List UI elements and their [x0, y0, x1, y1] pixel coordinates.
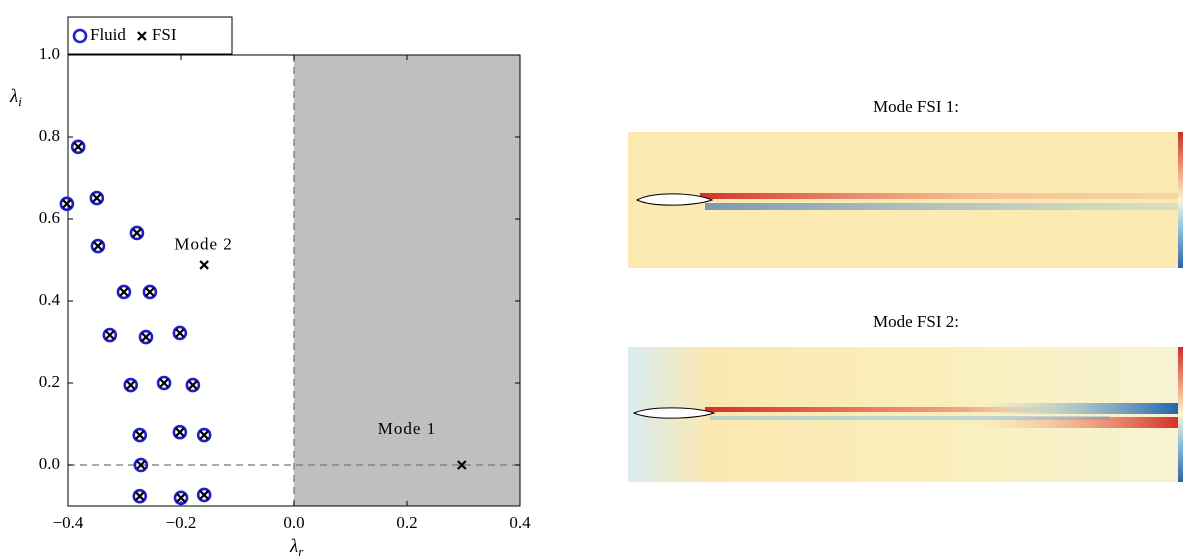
panel-title: Mode FSI 1: — [873, 97, 959, 116]
legend: Fluid FSI — [67, 16, 233, 55]
legend-box — [67, 16, 233, 55]
y-tick-label: 0.4 — [39, 290, 61, 309]
legend-label: FSI — [152, 25, 177, 44]
chart: −0.4 −0.2 0.0 0.2 0.40.00.20.40.60.81.0λrλiM… — [9, 16, 531, 559]
fsi-point — [136, 460, 146, 470]
fluid-point — [129, 225, 145, 241]
subscript: i — [18, 94, 22, 109]
y-tick-label: 0.8 — [39, 126, 60, 145]
y-tick-label: 0.0 — [39, 454, 60, 473]
fsi-point — [119, 287, 129, 297]
fluid-point — [70, 139, 86, 155]
fluid-point — [89, 190, 105, 206]
fsi-point — [145, 287, 155, 297]
fluid-point — [138, 329, 154, 345]
fsi-point — [199, 260, 209, 270]
subscript: r — [298, 544, 304, 559]
panel-title: Mode FSI 2: — [873, 312, 959, 331]
fluid-point — [90, 238, 106, 254]
fluid-point — [172, 325, 188, 341]
fluid-point — [123, 377, 139, 393]
flow-field — [628, 347, 1183, 482]
xlabel-label: λr — [289, 536, 304, 559]
fluid-point — [133, 457, 149, 473]
y-tick-label: 1.0 — [39, 44, 60, 63]
fsi-point — [73, 142, 83, 152]
legend-marker — [72, 28, 88, 44]
fluid-point — [172, 424, 188, 440]
x-tick-label: −0.4 — [53, 513, 84, 532]
x-tick-label: 0.0 — [283, 513, 304, 532]
fsi-point — [457, 460, 467, 470]
legend-label: Fluid — [90, 25, 126, 44]
x-tick-label: 0.2 — [396, 513, 417, 532]
symbol: λ — [289, 536, 298, 557]
fluid-point — [116, 284, 132, 300]
fsi-point — [199, 490, 209, 500]
fsi-point — [175, 427, 185, 437]
symbol: λ — [9, 86, 18, 107]
ylabel-label: λi — [9, 86, 22, 109]
x-tick-label: −0.2 — [166, 513, 197, 532]
fsi-point — [188, 380, 198, 390]
annotation: Mode 1 — [378, 419, 436, 438]
fsi-point — [175, 328, 185, 338]
y-tick-label: 0.2 — [39, 372, 60, 391]
fsi-point — [176, 493, 186, 503]
fluid-point — [156, 375, 172, 391]
fluid-point — [59, 196, 75, 212]
fsi-point — [132, 228, 142, 238]
flow-field — [628, 132, 1183, 268]
x-tick-label: 0.4 — [509, 513, 531, 532]
legend-marker — [137, 31, 147, 41]
fluid-point — [142, 284, 158, 300]
fluid-point — [173, 490, 189, 506]
annotation: Mode 2 — [174, 235, 232, 254]
fsi-point — [159, 378, 169, 388]
fsi-point — [62, 199, 72, 209]
fsi-point — [125, 380, 136, 390]
shaded-region — [294, 55, 520, 506]
fsi-point — [134, 491, 145, 501]
fsi-point — [141, 332, 151, 342]
fluid-point — [196, 427, 212, 443]
fsi-point — [199, 430, 209, 440]
y-tick-label: 0.6 — [39, 208, 60, 227]
fluid-point — [132, 427, 148, 443]
fluid-point — [185, 377, 201, 393]
fsi-point — [93, 241, 103, 251]
fsi-point — [92, 193, 102, 203]
fsi-point — [105, 330, 115, 340]
fluid-point — [196, 487, 212, 503]
fluid-point — [102, 327, 118, 343]
fluid-point — [132, 488, 148, 504]
fsi-point — [134, 430, 145, 440]
